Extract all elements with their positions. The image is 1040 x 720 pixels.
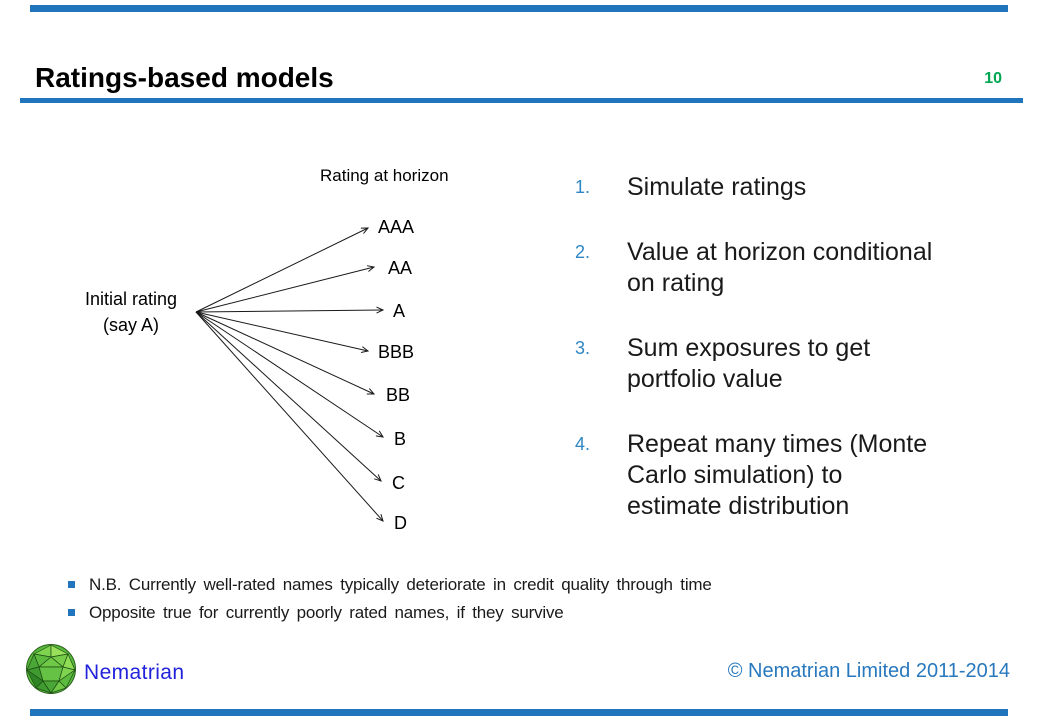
step-text: Sum exposures to get portfolio value — [627, 334, 871, 393]
rating-label-c: C — [392, 473, 405, 493]
nematrian-polyhedron-logo-icon — [26, 644, 76, 694]
list-item-note-2: Opposite true for currently poorly rated… — [68, 603, 988, 622]
rating-label-d: D — [394, 513, 407, 533]
brand-name: Nematrian — [84, 661, 185, 684]
notes-bullet-list: N.B. Currently well-rated names typicall… — [68, 575, 988, 631]
list-item-step-4: 4. Repeat many times (Monte Carlo simula… — [575, 429, 1015, 522]
initial-rating-line2: (say A) — [102, 315, 159, 335]
list-item-note-1: N.B. Currently well-rated names typicall… — [68, 575, 988, 594]
slide-number: 10 — [984, 70, 1002, 87]
bottom-accent-bar — [30, 709, 1008, 716]
list-item-step-3: 3. Sum exposures to get portfolio value — [575, 333, 1015, 395]
step-number: 2. — [575, 242, 591, 262]
rating-label-bbb: BBB — [378, 342, 415, 362]
rating-label-b: B — [394, 429, 407, 449]
step-text: Repeat many times (Monte Carlo simulatio… — [627, 430, 928, 520]
title-underline-rule — [20, 98, 1023, 103]
rating-label-a: A — [393, 301, 406, 321]
fan-arrows-diagram — [195, 227, 385, 522]
rating-label-aa: AA — [388, 258, 413, 278]
step-number: 3. — [575, 338, 591, 358]
top-accent-bar — [30, 5, 1008, 12]
initial-rating-line1: Initial rating — [84, 289, 178, 309]
list-item-step-2: 2. Value at horizon conditional on ratin… — [575, 237, 1015, 299]
rating-label-aaa: AAA — [378, 217, 415, 237]
bullet-square-icon — [68, 581, 75, 588]
diagram-horizon-label: Rating at horizon — [320, 166, 449, 185]
step-number: 4. — [575, 434, 591, 454]
list-item-step-1: 1. Simulate ratings — [575, 172, 1015, 203]
copyright-notice: © Nematrian Limited 2011-2014 — [727, 660, 1010, 682]
bullet-square-icon — [68, 609, 75, 616]
step-text: Value at horizon conditional on rating — [627, 238, 933, 297]
step-text: Simulate ratings — [627, 173, 807, 201]
diagram-initial-rating-label: Initial rating (say A) — [56, 286, 206, 338]
step-number: 1. — [575, 177, 591, 197]
page-title: Ratings-based models — [35, 62, 334, 93]
numbered-step-list: 1. Simulate ratings 2. Value at horizon … — [575, 172, 1015, 556]
rating-label-bb: BB — [386, 385, 411, 405]
